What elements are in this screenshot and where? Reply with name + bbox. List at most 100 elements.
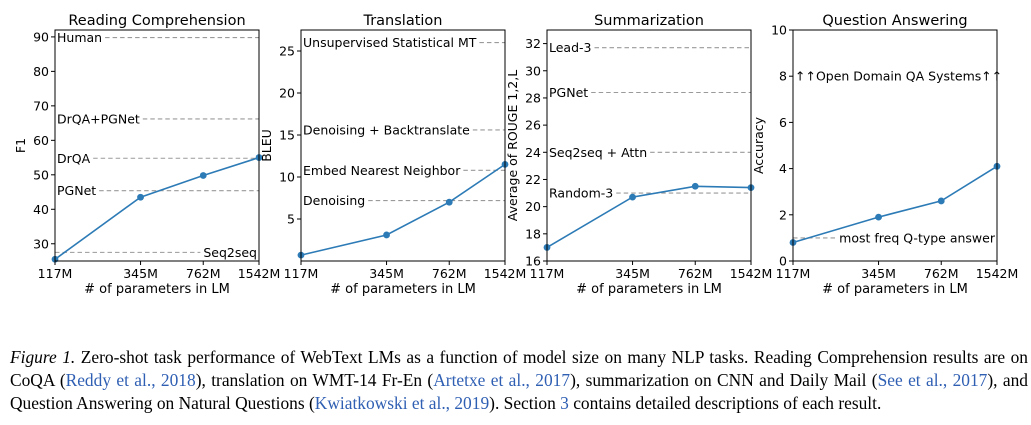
y-axis-label: Accuracy — [751, 116, 766, 174]
y-tick-label: 50 — [33, 167, 49, 182]
y-tick-label: 25 — [279, 44, 295, 59]
citation-link[interactable]: Artetxe et al., 2017 — [433, 370, 571, 390]
caption-text: Zero-shot task performance of WebText LM… — [10, 347, 1028, 390]
baseline-label: Denoising — [303, 193, 365, 208]
series-line — [546, 185, 752, 249]
y-tick-label: 10 — [771, 23, 787, 38]
x-tick-label: 345M — [861, 266, 896, 281]
x-tick-label: 117M — [776, 266, 811, 281]
section-link[interactable]: 3 — [560, 393, 569, 413]
y-tick-label: 2 — [779, 207, 787, 222]
y-tick-label: 26 — [525, 118, 541, 133]
y-tick-label: 6 — [779, 115, 787, 130]
plot-frame — [54, 29, 260, 262]
x-axis-label: # of parameters in LM — [576, 282, 722, 297]
y-tick-label: 32 — [525, 36, 541, 51]
x-tick-label: 1542M — [238, 266, 281, 281]
y-tick-label: 28 — [525, 90, 541, 105]
caption-text: ), translation on WMT-14 Fr-En ( — [195, 370, 434, 390]
data-point — [445, 198, 453, 206]
x-axis-label: # of parameters in LM — [330, 282, 476, 297]
x-axis-label: # of parameters in LM — [84, 282, 230, 297]
plot-frame — [546, 29, 752, 262]
caption-text: contains detailed descriptions of each r… — [568, 393, 882, 413]
x-tick-label: 117M — [284, 266, 319, 281]
caption-label: Figure 1. — [10, 347, 76, 367]
x-tick-label: 345M — [615, 266, 650, 281]
x-tick-label: 345M — [123, 266, 158, 281]
baseline-label: Lead-3 — [549, 40, 592, 55]
y-axis-label: F1 — [13, 138, 28, 153]
baseline-label: most freq Q-type answer — [839, 230, 996, 245]
data-point — [875, 213, 882, 221]
x-tick-label: 1542M — [484, 266, 527, 281]
x-axis-label: # of parameters in LM — [822, 282, 968, 297]
y-tick-label: 60 — [33, 133, 49, 148]
y-tick-label: 16 — [525, 254, 541, 269]
baseline-label: PGNet — [549, 85, 588, 100]
plot-frame — [792, 29, 998, 262]
baseline-label: PGNet — [57, 183, 96, 198]
chart-title: Reading Comprehension — [68, 13, 245, 29]
y-tick-label: 18 — [525, 226, 541, 241]
x-tick-label: 1542M — [730, 266, 773, 281]
chart-panel: Question Answering ↑↑Open Domain QA Syste… — [751, 13, 1018, 297]
y-tick-label: 22 — [525, 172, 541, 187]
baseline-label: DrQA — [57, 151, 91, 166]
y-tick-label: 24 — [525, 145, 541, 160]
baseline-label: Embed Nearest Neighbor — [303, 163, 461, 178]
data-point — [937, 197, 945, 205]
y-tick-label: 8 — [779, 69, 787, 84]
y-tick-label: 40 — [33, 202, 49, 217]
citation-link[interactable]: Kwiatkowski et al., 2019 — [314, 393, 490, 413]
chart-title: Translation — [362, 13, 442, 29]
y-axis-label: BLEU — [259, 129, 274, 162]
y-tick-label: 30 — [33, 236, 49, 251]
plot-frame — [300, 29, 506, 262]
x-tick-label: 1542M — [976, 266, 1019, 281]
y-tick-label: 20 — [279, 86, 295, 101]
x-tick-label: 117M — [530, 266, 565, 281]
caption-text: ), summarization on CNN and Daily Mail ( — [570, 370, 878, 390]
baseline-label: Denoising + Backtranslate — [303, 122, 470, 137]
citation-link[interactable]: See et al., 2017 — [877, 370, 988, 390]
chart-title: Question Answering — [822, 13, 967, 29]
x-tick-label: 762M — [924, 266, 959, 281]
baseline-label: Seq2seq — [203, 245, 257, 260]
data-point — [199, 172, 207, 179]
y-tick-label: 20 — [525, 199, 541, 214]
chart-panel: Translation Unsupervised Statistical MT De… — [259, 13, 526, 297]
caption-text: ). Section — [489, 393, 561, 413]
baseline-label: ↑↑Open Domain QA Systems↑↑ — [795, 69, 1002, 84]
baseline-label: Unsupervised Statistical MT — [303, 35, 477, 50]
data-point — [629, 193, 636, 201]
x-tick-label: 762M — [432, 266, 467, 281]
x-tick-label: 762M — [186, 266, 221, 281]
data-point — [137, 193, 144, 201]
series-line — [300, 163, 506, 256]
data-point — [383, 231, 390, 239]
series-line — [54, 156, 260, 260]
y-tick-label: 30 — [525, 63, 541, 78]
series-line — [792, 165, 998, 244]
y-tick-label: 5 — [287, 212, 295, 227]
citation-link[interactable]: Reddy et al., 2018 — [65, 370, 196, 390]
y-tick-label: 15 — [279, 128, 295, 143]
y-tick-label: 10 — [279, 170, 295, 185]
x-tick-label: 117M — [38, 266, 73, 281]
baseline-label: Human — [57, 30, 102, 45]
baseline-label: Seq2seq + Attn — [549, 145, 647, 160]
chart-title: Summarization — [594, 13, 704, 29]
baseline-label: Random-3 — [549, 186, 613, 201]
y-axis-label: Average of ROUGE 1,2,L — [505, 70, 520, 221]
x-tick-label: 345M — [369, 266, 404, 281]
y-tick-label: 70 — [33, 98, 49, 113]
y-tick-label: 0 — [779, 254, 787, 269]
figure-caption: Figure 1. Zero-shot task performance of … — [10, 346, 1028, 415]
y-tick-label: 80 — [33, 64, 49, 79]
caption-text: ), and Question Answering on Natural Que… — [10, 370, 1028, 413]
x-tick-label: 762M — [678, 266, 713, 281]
